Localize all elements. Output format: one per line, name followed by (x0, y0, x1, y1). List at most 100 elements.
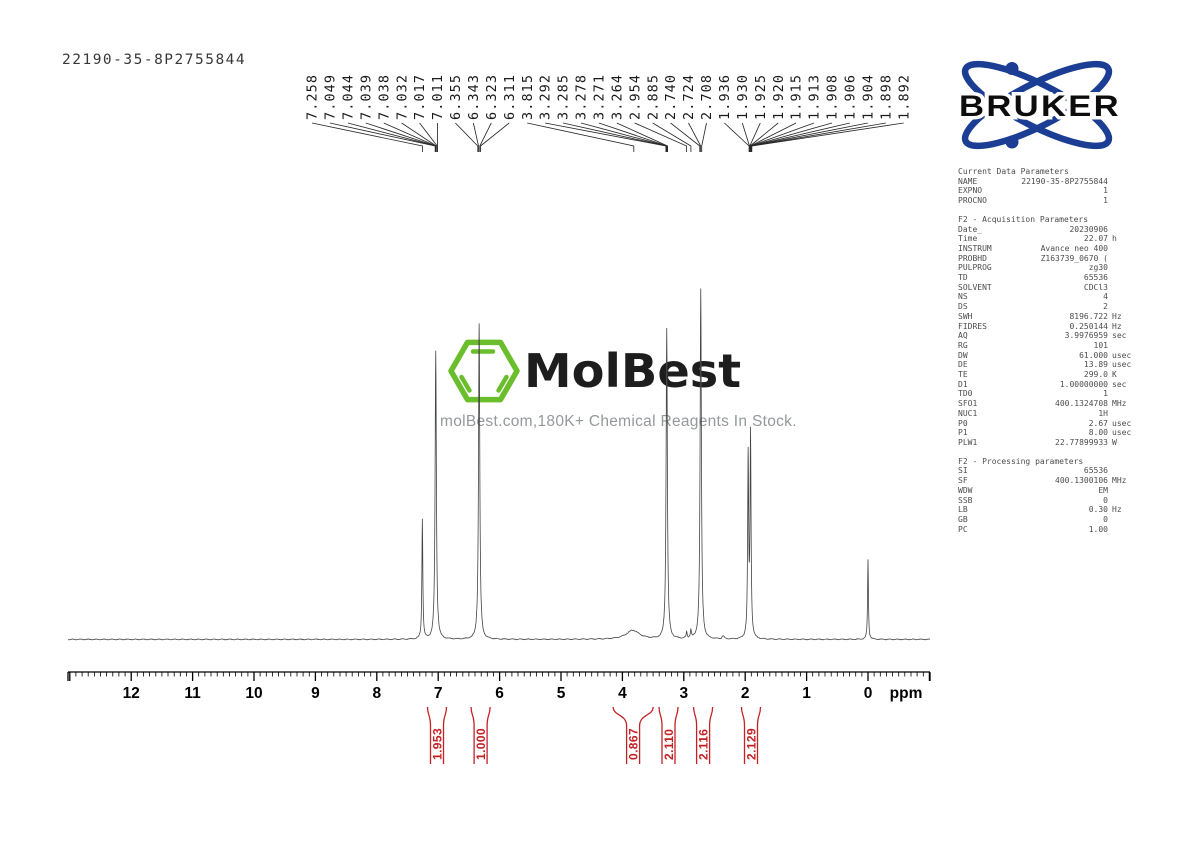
param-row: NS 4 (958, 292, 1138, 302)
param-row: DE 13.89 usec (958, 360, 1138, 370)
param-key: NS (958, 292, 968, 302)
param-row: SWH 8196.722 Hz (958, 312, 1138, 322)
param-value: 20230906 (1069, 224, 1108, 234)
peak-shift-label: 1.908 (825, 74, 841, 120)
param-row: SFO1 400.1324708 MHz (958, 399, 1138, 409)
param-key: TD (958, 273, 968, 283)
param-key: SF (958, 476, 968, 486)
param-key: NUC1 (958, 408, 978, 418)
param-value: 2.67 (1088, 418, 1108, 428)
axis-tick-label: 9 (311, 685, 320, 702)
axis-tick-label: 7 (434, 685, 443, 702)
peak-pointer-line (751, 122, 886, 152)
param-key: SSB (958, 495, 973, 505)
watermark-brand-name: MolBest (524, 344, 742, 398)
param-section-header: Current Data Parameters (958, 167, 1069, 176)
axis-tick-label: 3 (679, 685, 688, 702)
param-key: EXPNO (958, 186, 983, 196)
peak-pointer-line (751, 122, 904, 152)
param-row: P0 2.67 usec (958, 419, 1138, 429)
param-row: GB 0 (958, 515, 1138, 525)
peak-shift-label: 2.708 (699, 74, 715, 120)
param-value: 22.07 (1083, 234, 1108, 244)
param-value: 0.250144 (1069, 321, 1108, 331)
peak-shift-label: 2.885 (645, 74, 661, 120)
axis-tick-label: 0 (864, 685, 873, 702)
param-row: NAME 22190-35-8P2755844 (958, 177, 1138, 187)
peak-shift-label: 1.906 (843, 74, 859, 120)
peak-shift-label: 1.936 (717, 74, 733, 120)
param-unit: Hz (1112, 321, 1122, 331)
param-value: 65536 (1083, 273, 1108, 283)
param-unit: W (1112, 437, 1117, 447)
param-section: Current Data Parameters NAME 22190-35-8P27… (958, 167, 1138, 206)
peak-shift-label: 1.913 (807, 74, 823, 120)
peak-pointer-line (652, 122, 692, 152)
peak-pointer-line (527, 122, 635, 152)
param-value: 1.00 (1088, 524, 1108, 534)
peak-shift-label: 1.898 (878, 74, 894, 120)
param-section-header: F2 - Processing parameters (958, 456, 1084, 466)
param-key: DW (958, 350, 968, 360)
axis-tick-label: 12 (123, 685, 140, 702)
peak-pointer-line (545, 122, 667, 152)
integral-bracket (426, 706, 448, 764)
axis-tick-label: 6 (495, 685, 504, 702)
param-unit: h (1112, 234, 1117, 244)
peak-shift-label: 1.892 (896, 74, 912, 120)
param-value: 22.77899933 (1055, 437, 1108, 447)
param-key: DS (958, 302, 968, 312)
param-key: RG (958, 340, 968, 350)
bruker-logo-text: BRUKER (959, 90, 1121, 123)
param-row: D1 1.00000000 sec (958, 380, 1138, 390)
peak-pointer-line (701, 122, 707, 152)
param-key: LB (958, 505, 968, 515)
param-row: PROBHD Z163739_0670 ( (958, 254, 1138, 264)
param-key: PROBHD (958, 253, 987, 263)
integral-bracket (612, 706, 654, 764)
axis-tick-label: 11 (184, 685, 201, 702)
peak-shift-label: 3.271 (591, 74, 607, 120)
spectrum-trace (67, 288, 931, 641)
param-value: Z163739_0670 ( (1040, 253, 1108, 263)
param-value: 13.89 (1083, 360, 1108, 370)
peak-pointer-line (724, 122, 750, 152)
peak-pointer-line (455, 122, 479, 152)
peak-shift-label: 1.920 (771, 74, 787, 120)
param-row: DS 2 (958, 302, 1138, 312)
param-value: 65536 (1083, 466, 1108, 476)
watermark: MolBest molBest.com,180K+ Chemical Reage… (440, 330, 797, 440)
peak-shift-label: 6.311 (502, 74, 518, 120)
integral-value: 1.000 (474, 728, 488, 760)
param-value: 1H (1098, 408, 1108, 418)
param-value: 2 (1103, 302, 1108, 312)
param-key: Date_ (958, 224, 983, 234)
param-value: 299.0 (1083, 370, 1108, 380)
param-key: SOLVENT (958, 282, 992, 292)
axis-tick-label: 5 (557, 685, 566, 702)
param-unit: Hz (1112, 311, 1122, 321)
peak-shift-label: 2.740 (663, 74, 679, 120)
peak-pointer-line (480, 122, 510, 152)
param-row: WDW EM (958, 486, 1138, 496)
axis-tick-label: 4 (618, 685, 627, 702)
param-key: SFO1 (958, 399, 978, 409)
param-value: 101 (1093, 340, 1108, 350)
peak-pointer-line (365, 122, 437, 152)
param-key: SWH (958, 311, 973, 321)
param-section: F2 - Processing parameters SI 65536 SF 400.1… (958, 457, 1138, 535)
peak-shift-label: 1.904 (860, 74, 876, 120)
bruker-logo-dot-top (1005, 62, 1019, 75)
peak-pointer-line (401, 122, 437, 152)
param-unit: usec (1112, 428, 1132, 438)
param-unit: MHz (1112, 399, 1127, 409)
param-key: PULPROG (958, 263, 992, 273)
param-value: CDCl3 (1083, 282, 1108, 292)
param-row: SF 400.1300106 MHz (958, 476, 1138, 486)
param-row: EXPNO 1 (958, 186, 1138, 196)
peak-shift-label: 7.039 (358, 74, 374, 120)
param-row: INSTRUM Avance neo 400 (958, 244, 1138, 254)
peak-pointer-line (598, 122, 668, 152)
param-value: 1.00000000 (1059, 379, 1108, 389)
integral-value: 2.129 (744, 728, 758, 760)
